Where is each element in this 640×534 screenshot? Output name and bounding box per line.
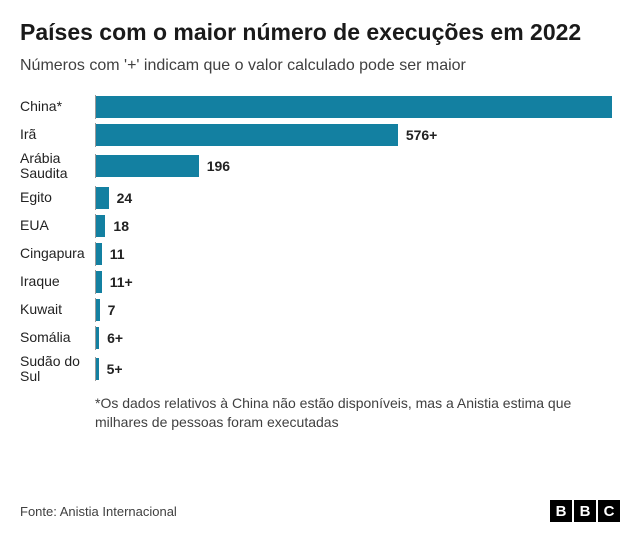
bar-track: 18	[95, 214, 620, 238]
bar-label: Kuwait	[20, 302, 95, 317]
bar-value: 576+	[406, 127, 438, 143]
bar	[96, 243, 102, 265]
bar-row: Irã 576+	[20, 123, 620, 147]
bar-track	[95, 95, 620, 119]
bar-value: 7	[108, 302, 116, 318]
bar-label: EUA	[20, 218, 95, 233]
bar-value: 196	[207, 158, 230, 174]
bar-row: China*	[20, 95, 620, 119]
chart-title: Países com o maior número de execuções e…	[20, 18, 620, 47]
bar-track: 11	[95, 242, 620, 266]
bar-track: 5+	[95, 357, 620, 381]
bar-label: Sudão do Sul	[20, 354, 95, 385]
bar-value: 11+	[110, 274, 133, 290]
bbc-logo-b2: B	[574, 500, 596, 522]
bar-track: 6+	[95, 326, 620, 350]
bar-row: Somália 6+	[20, 326, 620, 350]
bar-row: Egito 24	[20, 186, 620, 210]
bar-row: Cingapura 11	[20, 242, 620, 266]
chart-footnote: *Os dados relativos à China não estão di…	[95, 394, 620, 430]
bbc-logo-b1: B	[550, 500, 572, 522]
bar-label: Iraque	[20, 274, 95, 289]
bar-row: Arábia Saudita 196	[20, 151, 620, 182]
bar	[96, 358, 99, 380]
chart-subtitle: Números com '+' indicam que o valor calc…	[20, 57, 620, 75]
bar-label: Egito	[20, 190, 95, 205]
bar-chart: China* Irã 576+ Arábia Saudita 196 Egito 24 EUA…	[20, 95, 620, 389]
bar	[96, 299, 100, 321]
source-text: Fonte: Anistia Internacional	[20, 504, 177, 519]
bar-value: 18	[113, 218, 129, 234]
bar	[96, 124, 398, 146]
bar-track: 196	[95, 154, 620, 178]
bar-label: China*	[20, 99, 95, 114]
bar-value: 5+	[107, 361, 123, 377]
bar	[96, 327, 99, 349]
bar-label: Cingapura	[20, 246, 95, 261]
bar-row: Sudão do Sul 5+	[20, 354, 620, 385]
bbc-logo-c: C	[598, 500, 620, 522]
bar-track: 24	[95, 186, 620, 210]
bar-row: Kuwait 7	[20, 298, 620, 322]
bar-track: 7	[95, 298, 620, 322]
bar	[96, 155, 199, 177]
bar	[96, 96, 612, 118]
bar-label: Arábia Saudita	[20, 151, 95, 182]
bar	[96, 215, 105, 237]
bar	[96, 187, 109, 209]
bar-track: 11+	[95, 270, 620, 294]
bar-label: Irã	[20, 127, 95, 142]
bar-track: 576+	[95, 123, 620, 147]
bar-value: 24	[117, 190, 133, 206]
bar-label: Somália	[20, 330, 95, 345]
bar-value: 6+	[107, 330, 123, 346]
bar-value: 11	[110, 246, 125, 262]
bbc-logo: B B C	[550, 500, 620, 522]
chart-container: Países com o maior número de execuções e…	[0, 0, 640, 534]
footer: Fonte: Anistia Internacional B B C	[20, 490, 620, 522]
bar-row: EUA 18	[20, 214, 620, 238]
bar	[96, 271, 102, 293]
bar-row: Iraque 11+	[20, 270, 620, 294]
